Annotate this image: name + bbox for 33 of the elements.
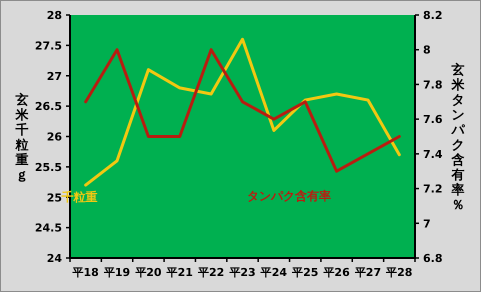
- x-tick-label: 平18: [72, 266, 99, 279]
- y2-tick-label: 8.2: [423, 9, 442, 22]
- y-tick-label: 25: [46, 191, 62, 204]
- y-tick-label: 26.5: [34, 100, 62, 114]
- y2-tick-label: 8: [423, 44, 431, 57]
- y2-tick-label: 7.2: [423, 182, 442, 196]
- x-tick-label: 平28: [385, 266, 412, 279]
- x-tick-label: 平24: [260, 266, 288, 279]
- text: 玄米タンパク含有率％: [452, 63, 464, 213]
- x-tick-label: 平21: [166, 266, 193, 279]
- y2-tick-label: 6.8: [423, 252, 442, 265]
- y-tick-label: 24: [46, 252, 62, 265]
- series-label: タンパク含有率: [247, 189, 332, 204]
- x-tick-label: 平25: [291, 266, 318, 279]
- y2-tick-label: 7: [423, 217, 431, 230]
- y-tick-label: 26: [46, 130, 62, 144]
- x-tick-label: 平19: [102, 266, 130, 279]
- y2-tick-label: 7.8: [423, 78, 442, 92]
- x-tick-label: 平22: [196, 266, 224, 279]
- y-axis-title: 玄米千粒重ｇ: [14, 92, 30, 183]
- y-tick-label: 27.5: [34, 39, 62, 52]
- y2-tick-label: 7.4: [423, 148, 443, 161]
- y-tick-label: 28: [46, 9, 62, 22]
- y-tick-label: 24.5: [34, 222, 62, 235]
- x-tick-label: 平26: [322, 266, 350, 279]
- y-tick-label: 25.5: [34, 160, 62, 174]
- x-tick-label: 平23: [228, 266, 256, 279]
- line-series: [84, 48, 401, 173]
- y2-tick-label: 7.6: [423, 113, 443, 126]
- line-series: [84, 38, 401, 187]
- y-tick-label: 27: [46, 70, 62, 83]
- x-tick-label: 平27: [354, 266, 382, 279]
- x-tick-label: 平20: [134, 266, 162, 279]
